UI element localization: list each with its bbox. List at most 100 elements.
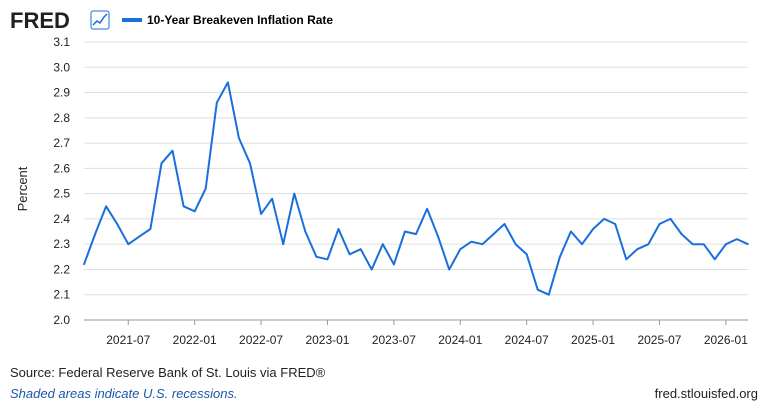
y-tick-label: 2.0 — [53, 313, 70, 327]
data-point — [492, 233, 495, 235]
x-tick-label: 2022-07 — [239, 333, 283, 347]
data-point — [404, 230, 406, 233]
data-point — [647, 243, 650, 245]
x-tick-label: 2026-01 — [704, 333, 748, 347]
data-point — [260, 213, 262, 215]
source-text: Source: Federal Reserve Bank of St. Loui… — [10, 365, 326, 380]
data-point — [503, 223, 506, 225]
y-tick-label: 2.3 — [53, 237, 70, 251]
data-point — [437, 235, 439, 238]
data-point — [94, 233, 96, 235]
data-point — [448, 268, 451, 271]
series-layer — [83, 81, 749, 296]
header: FRED 10-Year Breakeven Inflation Rate — [10, 8, 333, 33]
data-point — [415, 233, 417, 235]
data-point — [691, 243, 694, 245]
data-point — [747, 243, 749, 245]
data-point — [127, 243, 130, 245]
y-tick-label: 2.8 — [53, 111, 70, 125]
data-point — [658, 223, 661, 225]
data-point — [238, 137, 240, 139]
source-prefix: Source: Federal Reserve Bank of St. Loui… — [10, 365, 280, 380]
x-tick-label: 2023-01 — [305, 333, 349, 347]
x-axis-ticks: 2021-07 2022-01 2022-07 2023-01 2023-07 2024-… — [84, 319, 748, 347]
y-tick-label: 2.2 — [53, 262, 70, 276]
data-point — [193, 210, 196, 213]
data-point — [481, 243, 484, 245]
x-tick-label: 2022-01 — [173, 333, 217, 347]
x-tick-label: 2024-07 — [505, 333, 549, 347]
data-point — [326, 258, 329, 261]
data-point — [282, 243, 285, 245]
chart-graph-icon — [90, 10, 110, 30]
footer: Source: Federal Reserve Bank of St. Loui… — [10, 365, 758, 401]
data-point — [559, 256, 561, 258]
y-tick-label: 2.5 — [53, 187, 70, 201]
data-point — [725, 243, 727, 245]
x-tick-label: 2025-01 — [571, 333, 615, 347]
data-point — [525, 253, 528, 256]
data-point — [426, 208, 428, 210]
data-point — [382, 243, 384, 245]
data-point — [625, 258, 628, 261]
recession-note[interactable]: Shaded areas indicate U.S. recessions. — [10, 386, 238, 401]
data-point — [514, 243, 517, 245]
data-point — [149, 228, 152, 230]
data-point — [680, 233, 683, 235]
data-point — [182, 205, 185, 208]
y-tick-label: 2.4 — [53, 212, 70, 226]
y-tick-label: 3.1 — [53, 35, 70, 49]
data-point — [315, 256, 318, 258]
y-tick-label: 2.6 — [53, 161, 70, 175]
data-point — [603, 218, 605, 220]
source-fred-link[interactable]: FRED® — [280, 365, 325, 380]
legend-label: 10-Year Breakeven Inflation Rate — [147, 13, 333, 27]
data-point — [393, 263, 395, 266]
data-point — [171, 149, 174, 152]
data-point — [714, 258, 716, 261]
y-axis-ticks: 2.0 2.1 2.2 2.3 2.4 2.5 2.6 2.7 2.8 2.9 3.0 3.1 — [53, 35, 70, 327]
data-point — [204, 187, 207, 190]
data-point — [459, 248, 462, 251]
y-tick-label: 2.9 — [53, 86, 70, 100]
data-point — [160, 162, 163, 165]
data-point — [348, 253, 351, 256]
data-point — [216, 101, 218, 104]
data-point — [370, 268, 373, 271]
data-point — [614, 223, 616, 225]
data-point — [470, 240, 473, 243]
x-tick-label: 2021-07 — [106, 333, 150, 347]
fred-logo[interactable]: FRED — [10, 8, 70, 33]
data-point — [337, 228, 340, 230]
data-point — [669, 218, 672, 220]
data-point — [271, 197, 273, 200]
data-point — [105, 205, 107, 208]
data-point — [359, 248, 362, 251]
y-tick-label: 2.1 — [53, 288, 70, 302]
data-point — [138, 235, 141, 238]
data-point — [83, 263, 85, 266]
data-point — [548, 293, 550, 296]
data-point — [581, 243, 583, 245]
y-tick-label: 2.7 — [53, 136, 70, 150]
data-point — [702, 243, 705, 245]
data-point — [304, 230, 307, 233]
data-point — [736, 238, 738, 240]
x-tick-label: 2023-07 — [372, 333, 416, 347]
data-point — [592, 228, 594, 230]
data-point — [293, 192, 296, 195]
data-point — [536, 288, 539, 291]
series-line — [83, 81, 749, 296]
x-tick-label: 2024-01 — [438, 333, 482, 347]
data-point — [227, 81, 229, 84]
x-tick-label: 2025-07 — [637, 333, 681, 347]
site-link[interactable]: fred.stlouisfed.org — [655, 386, 758, 401]
data-point — [249, 162, 251, 165]
data-point — [570, 230, 572, 233]
data-point — [116, 223, 118, 225]
grid-lines — [84, 41, 748, 321]
data-point — [636, 248, 639, 251]
y-tick-label: 3.0 — [53, 60, 70, 74]
y-axis-label: Percent — [15, 166, 30, 211]
